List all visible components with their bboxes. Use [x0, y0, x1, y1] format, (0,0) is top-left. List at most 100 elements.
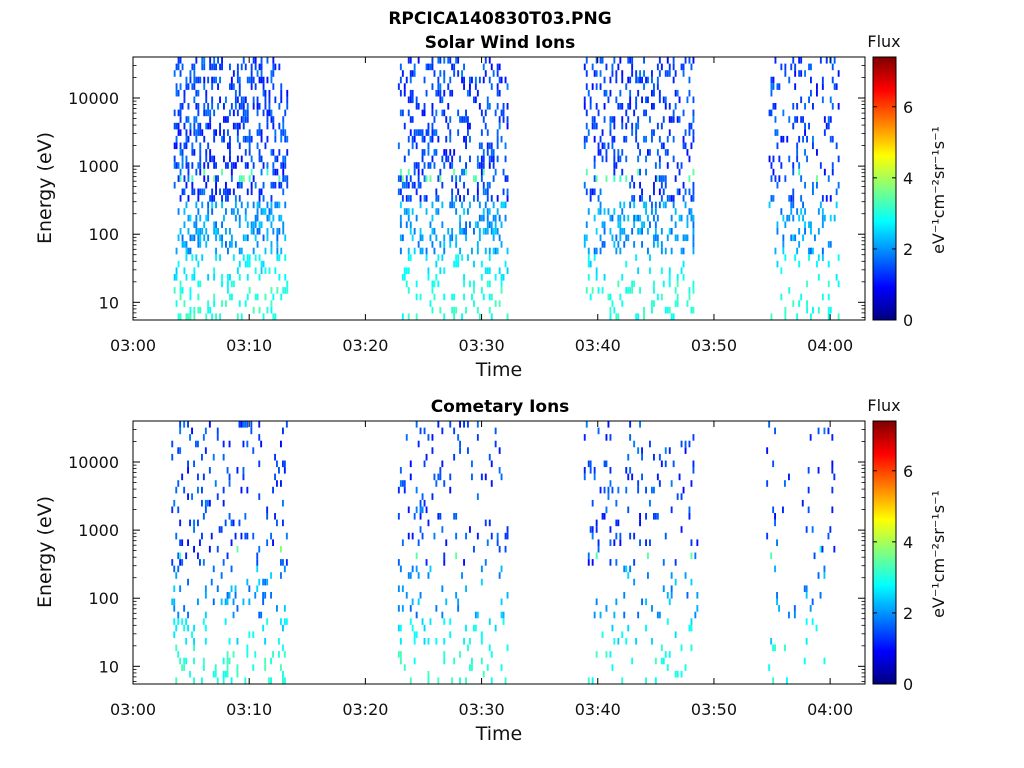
heatmap-cell — [270, 116, 273, 123]
heatmap-cell — [409, 254, 412, 261]
heatmap-cell — [660, 228, 663, 235]
heatmap-cell — [780, 135, 783, 143]
x-tick-label: 03:00 — [110, 700, 156, 719]
heatmap-cell — [230, 280, 233, 288]
heatmap-cell — [203, 63, 206, 71]
heatmap-cell — [204, 506, 207, 514]
heatmap-cell — [272, 149, 275, 156]
heatmap-cell — [427, 122, 430, 130]
heatmap-cell — [656, 122, 659, 130]
heatmap-cell — [411, 89, 414, 97]
colorbar-tick-label: 4 — [903, 533, 913, 552]
heatmap-cell — [181, 188, 184, 196]
heatmap-cell — [193, 96, 196, 104]
heatmap-cell — [480, 565, 483, 573]
heatmap-cell — [692, 221, 695, 228]
heatmap-cell — [177, 611, 180, 619]
heatmap-cell — [473, 300, 475, 307]
heatmap-cell — [252, 57, 255, 64]
heatmap-cell — [666, 135, 669, 143]
heatmap-cell — [629, 565, 632, 573]
heatmap-cell — [236, 122, 239, 130]
heatmap-cell — [633, 280, 636, 288]
heatmap-cell — [189, 122, 192, 130]
heatmap-cell — [690, 306, 693, 314]
heatmap-cell — [441, 181, 444, 189]
heatmap-cell — [819, 592, 822, 599]
heatmap-cell — [595, 651, 598, 658]
heatmap-cell — [431, 280, 434, 288]
heatmap-cell — [772, 506, 775, 514]
heatmap-cell — [621, 677, 624, 684]
heatmap-cell — [490, 460, 493, 468]
heatmap-cell — [171, 440, 174, 448]
heatmap-cell — [227, 188, 229, 196]
heatmap-cell — [776, 260, 779, 268]
heatmap-cell — [185, 274, 188, 281]
heatmap-cell — [451, 175, 454, 182]
heatmap-cell — [238, 221, 241, 228]
heatmap-cell — [686, 592, 689, 599]
heatmap-cell — [272, 162, 275, 169]
heatmap-cell — [205, 122, 208, 130]
heatmap-cell — [680, 526, 683, 533]
heatmap-cell — [469, 221, 471, 228]
heatmap-cell — [666, 592, 669, 599]
heatmap-cell — [173, 109, 176, 117]
heatmap-cell — [790, 195, 793, 202]
heatmap-cell — [593, 70, 596, 77]
heatmap-cell — [813, 552, 816, 560]
heatmap-cell — [435, 188, 438, 196]
heatmap-cell — [643, 201, 645, 209]
heatmap-cell — [283, 618, 286, 625]
heatmap-cell — [649, 254, 651, 261]
heatmap-cell — [674, 208, 677, 215]
heatmap-cell — [459, 214, 461, 222]
heatmap-cell — [660, 181, 663, 189]
heatmap-cell — [831, 168, 834, 176]
heatmap-cell — [684, 57, 687, 64]
heatmap-cell — [171, 598, 174, 606]
heatmap-cell — [429, 565, 432, 573]
heatmap-cell — [179, 116, 182, 123]
heatmap-cell — [647, 76, 649, 84]
heatmap-cell — [193, 122, 196, 130]
heatmap-cell — [266, 122, 269, 130]
heatmap-cell — [611, 214, 614, 222]
heatmap-cell — [800, 208, 803, 215]
heatmap-cell — [419, 513, 422, 520]
heatmap-cell — [399, 214, 402, 222]
heatmap-cell — [453, 453, 456, 461]
heatmap-cell — [473, 280, 475, 288]
heatmap-cell — [193, 624, 195, 632]
heatmap-cell — [185, 135, 188, 143]
heatmap-cell — [238, 181, 241, 189]
heatmap-cell — [425, 453, 428, 461]
heatmap-cell — [266, 135, 269, 143]
heatmap-cell — [804, 181, 806, 189]
heatmap-cell — [649, 539, 651, 546]
heatmap-cell — [195, 103, 198, 110]
heatmap-cell — [238, 142, 241, 150]
heatmap-cell — [605, 651, 608, 658]
heatmap-cell — [645, 135, 647, 143]
heatmap-cell — [195, 254, 198, 261]
heatmap-cell — [258, 188, 261, 196]
heatmap-cell — [197, 293, 200, 301]
heatmap-cell — [177, 208, 180, 215]
heatmap-cell — [270, 201, 273, 209]
heatmap-cell — [248, 76, 251, 84]
heatmap-cell — [417, 57, 420, 64]
heatmap-cell — [469, 83, 471, 90]
heatmap-cell — [447, 83, 450, 90]
heatmap-cell — [228, 473, 231, 481]
heatmap-cell — [405, 280, 408, 288]
heatmap-cell — [788, 611, 790, 619]
heatmap-cell — [193, 221, 196, 228]
heatmap-cell — [417, 440, 420, 448]
heatmap-cell — [774, 129, 777, 136]
heatmap-cell — [623, 214, 626, 222]
heatmap-cell — [829, 96, 832, 104]
heatmap-cell — [768, 109, 771, 117]
heatmap-cell — [260, 208, 263, 215]
